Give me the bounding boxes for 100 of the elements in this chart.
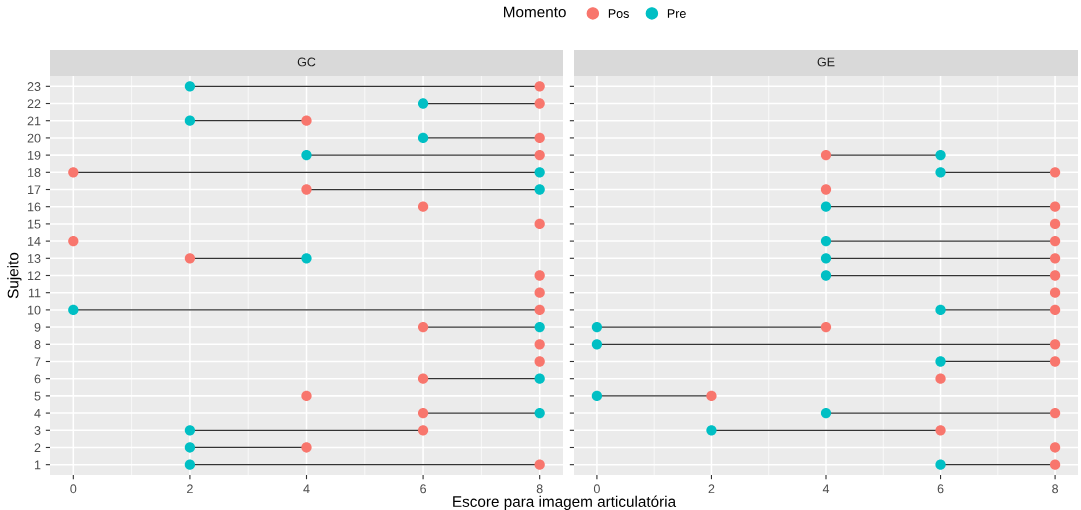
legend-label: Pre — [667, 9, 686, 18]
x-tick-label: 0 — [593, 484, 600, 494]
point — [534, 321, 545, 333]
point — [591, 390, 603, 402]
point — [820, 235, 832, 247]
point — [301, 253, 312, 264]
point — [301, 115, 312, 126]
y-tick-label: 22 — [27, 99, 41, 109]
point — [1049, 167, 1061, 178]
point — [184, 115, 196, 126]
point — [534, 373, 545, 384]
y-tick-label: 8 — [34, 340, 41, 349]
point — [706, 425, 717, 436]
point — [534, 407, 545, 419]
point — [534, 304, 545, 316]
point — [534, 270, 545, 281]
y-tick-label: 14 — [28, 237, 41, 246]
y-tick-label: 16 — [28, 202, 41, 212]
point — [534, 459, 545, 470]
point — [1049, 270, 1061, 281]
point — [417, 373, 429, 384]
point — [534, 356, 545, 367]
y-axis-title: Sujeito — [7, 252, 22, 299]
y-tick-label: 21 — [27, 116, 41, 126]
point — [591, 339, 603, 350]
point — [820, 270, 832, 281]
y-tick-label: 15 — [28, 219, 41, 229]
point — [301, 149, 312, 161]
y-tick-label: 11 — [28, 288, 41, 298]
point — [534, 98, 545, 109]
point — [935, 167, 946, 178]
x-tick-label: 8 — [1052, 484, 1059, 494]
point — [417, 407, 429, 419]
point — [417, 98, 429, 109]
point — [1049, 287, 1061, 298]
point — [935, 425, 946, 436]
point — [534, 132, 545, 144]
point — [417, 321, 429, 333]
point — [184, 253, 196, 264]
x-tick-label: 2 — [708, 484, 715, 494]
point — [706, 390, 717, 402]
x-tick-label: 4 — [303, 484, 310, 494]
point — [417, 201, 429, 212]
point — [1049, 339, 1061, 350]
point — [1049, 201, 1061, 212]
y-tick-label: 17 — [28, 185, 41, 195]
legend-label: Pos — [608, 9, 629, 18]
point — [184, 442, 196, 453]
y-tick-label: 12 — [28, 271, 41, 281]
y-tick-label: 4 — [34, 409, 41, 418]
point — [591, 321, 603, 333]
x-tick-label: 0 — [70, 484, 77, 494]
x-tick-label: 6 — [420, 484, 427, 494]
point — [1049, 356, 1061, 367]
point — [820, 149, 832, 161]
point — [820, 407, 832, 419]
y-tick-label: 5 — [34, 391, 41, 401]
y-tick-label: 20 — [27, 133, 41, 143]
point — [68, 304, 79, 316]
y-tick-label: 7 — [34, 357, 41, 367]
point — [1049, 253, 1061, 264]
point — [1049, 235, 1061, 247]
point — [820, 321, 832, 333]
chart-title: GC — [297, 57, 316, 67]
point — [417, 425, 429, 436]
x-tick-label: 4 — [822, 484, 830, 494]
x-tick-label: 2 — [187, 484, 193, 494]
point — [820, 201, 832, 212]
point — [534, 149, 545, 161]
point — [534, 287, 545, 298]
y-tick-label: 18 — [28, 168, 41, 177]
y-tick-label: 13 — [28, 254, 41, 263]
point — [184, 459, 196, 470]
point — [1049, 442, 1061, 453]
x-tick-label: 8 — [536, 484, 543, 494]
point — [534, 184, 545, 195]
point — [935, 373, 946, 384]
point — [935, 356, 946, 367]
point — [1049, 407, 1061, 419]
point — [184, 425, 196, 436]
y-tick-label: 10 — [28, 305, 41, 315]
legend-title: Momento — [504, 6, 566, 18]
point — [935, 459, 946, 470]
point — [820, 184, 832, 195]
point — [301, 184, 312, 195]
y-tick-label: 3 — [34, 426, 41, 435]
point — [935, 149, 946, 161]
y-tick-label: 6 — [34, 374, 41, 384]
point — [1049, 218, 1061, 230]
y-tick-label: 19 — [28, 150, 41, 160]
y-tick-label: 2 — [34, 443, 41, 453]
point — [184, 81, 196, 92]
point — [68, 235, 79, 247]
point — [534, 218, 545, 230]
point — [1049, 304, 1061, 316]
point — [68, 167, 79, 178]
chart-title: GE — [817, 57, 835, 67]
y-tick-label: 9 — [34, 322, 41, 332]
point — [301, 390, 312, 402]
point — [1049, 459, 1061, 470]
